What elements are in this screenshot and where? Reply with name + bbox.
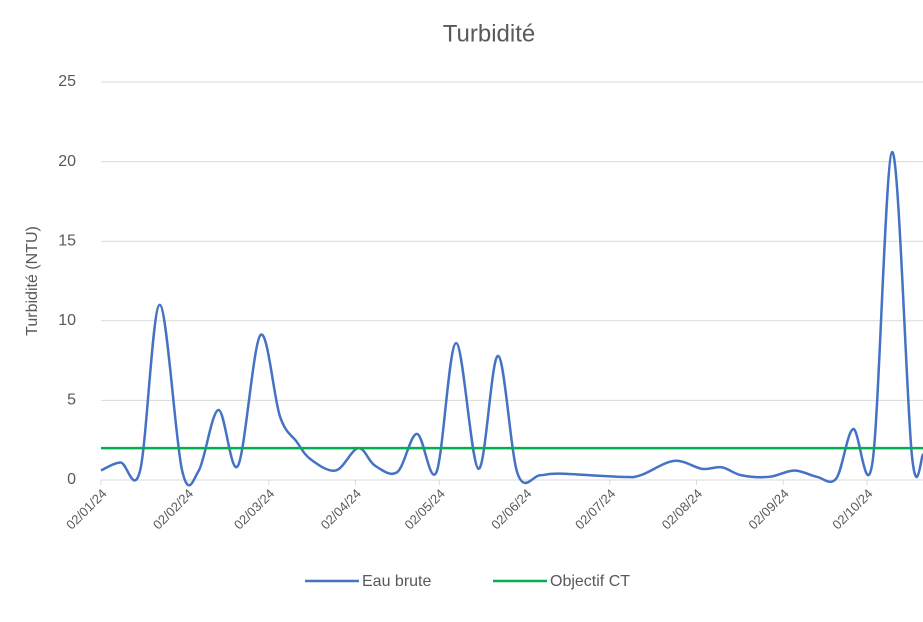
x-tick-label: 02/07/24 bbox=[572, 486, 618, 532]
x-tick-label: 02/05/24 bbox=[401, 486, 447, 532]
y-tick-label: 10 bbox=[58, 312, 76, 329]
x-tick-label: 02/08/24 bbox=[659, 486, 705, 532]
y-tick-label: 0 bbox=[67, 471, 76, 488]
x-tick-label: 02/02/24 bbox=[150, 486, 196, 532]
x-tick-label: 02/04/24 bbox=[318, 486, 364, 532]
y-tick-label: 20 bbox=[58, 153, 76, 170]
y-axis-label: Turbidité (NTU) bbox=[24, 226, 41, 336]
legend-label: Objectif CT bbox=[550, 573, 630, 590]
x-tick-label: 02/06/24 bbox=[488, 486, 534, 532]
legend-label: Eau brute bbox=[362, 573, 431, 590]
series-line bbox=[100, 150, 923, 487]
x-tick-label: 02/10/24 bbox=[829, 486, 875, 532]
x-tick-label: 02/09/24 bbox=[745, 486, 791, 532]
chart-title: Turbidité bbox=[443, 20, 535, 47]
y-tick-label: 5 bbox=[67, 392, 76, 409]
x-tick-label: 02/03/24 bbox=[231, 486, 277, 532]
y-tick-label: 15 bbox=[58, 232, 76, 249]
y-tick-label: 25 bbox=[58, 73, 76, 90]
x-tick-label: 02/01/24 bbox=[63, 486, 109, 532]
